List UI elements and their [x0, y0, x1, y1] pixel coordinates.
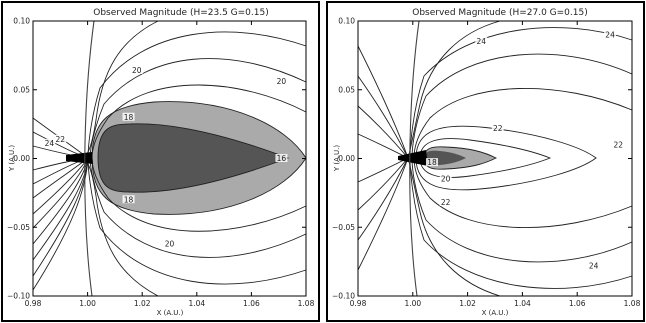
contour-label-bg	[130, 66, 143, 74]
y-tick-label: −0.10	[7, 292, 30, 301]
contour-label: 18	[124, 195, 134, 204]
contour-label: 24	[605, 30, 615, 39]
contour-lines	[357, 20, 633, 297]
y-axis-label: Y (A.U.)	[333, 145, 341, 172]
contour-label-bg	[612, 140, 625, 149]
contour-label-bg	[439, 174, 452, 183]
earth-boundary-curve	[409, 20, 420, 297]
contour-label: 22	[56, 135, 66, 144]
contour-label: 20	[165, 239, 175, 248]
contour-label-bg	[491, 123, 504, 132]
contour-label-bg	[43, 138, 56, 147]
x-axis-label: X (A.U.)	[482, 309, 509, 317]
contour-label-bg	[275, 154, 288, 162]
shaded-region-dark	[98, 123, 288, 193]
axis-ticks: 0.98 1.00 1.02 1.04 1.06 1.08 0.10 0.05 0.00 −0.0…	[332, 17, 641, 309]
axis-ticks: 0.98 1.00 1.02 1.04 1.06 1.08 0.10 0.05 0.00 −0.0…	[7, 17, 315, 309]
contour-label-bg	[475, 37, 488, 46]
contour-label: 20	[441, 175, 451, 184]
y-axis-label: Y (A.U.)	[8, 145, 16, 172]
contour-label: 18	[427, 158, 437, 167]
contour-label-bg	[587, 261, 600, 270]
y-tick-label: 0.10	[338, 17, 355, 26]
x-tick-label: 1.04	[188, 299, 205, 308]
contour-label-bg	[122, 112, 135, 121]
contour-label: 24	[477, 37, 487, 46]
panel-frame	[1, 1, 320, 322]
contour-label-bg	[604, 30, 617, 39]
x-tick-label: 1.02	[459, 299, 476, 308]
x-tick-label: 1.04	[514, 299, 531, 308]
x-axis-label: X (A.U.)	[157, 309, 184, 317]
black-center-wedge	[398, 150, 428, 166]
contour-label: 22	[614, 140, 624, 149]
contour-label-bg	[163, 239, 176, 248]
contour-label-bg	[54, 134, 67, 143]
contour-labels: 24 24 22 22 20 22 24 18	[425, 30, 625, 270]
contour-label-bg	[425, 158, 438, 167]
contour-label-bg	[275, 77, 288, 85]
contour-label: 24	[589, 261, 599, 270]
y-tick-label: 0.10	[13, 17, 30, 26]
contour-label: 16	[277, 154, 287, 163]
y-tick-label: −0.10	[332, 292, 355, 301]
plot-title: Observed Magnitude (H=27.0 G=0.15)	[412, 8, 588, 18]
contour-label: 18	[124, 113, 134, 122]
x-tick-label: 1.06	[569, 299, 586, 308]
plot-title: Observed Magnitude (H=23.5 G=0.15)	[93, 8, 269, 18]
y-tick-label: 0.05	[338, 85, 355, 94]
y-tick-label: 0.00	[338, 154, 355, 163]
y-tick-label: 0.00	[13, 154, 30, 163]
contour-label: 20	[132, 66, 142, 75]
contour-label: 22	[493, 124, 503, 133]
contour-label-bg	[439, 198, 452, 206]
black-center-wedge	[66, 152, 93, 164]
x-tick-label: 1.00	[79, 299, 96, 308]
panel-frame	[326, 1, 645, 322]
x-tick-label: 1.02	[134, 299, 151, 308]
contour-label-bg	[122, 195, 135, 204]
y-tick-label: −0.05	[332, 223, 355, 232]
x-tick-label: 0.98	[350, 299, 367, 308]
x-tick-label: 1.00	[404, 299, 421, 308]
x-tick-label: 1.08	[624, 299, 641, 308]
x-tick-label: 0.98	[25, 299, 42, 308]
contour-plot-left: Observed Magnitude (H=23.5 G=0.15)	[1, 1, 320, 322]
earth-boundary-curve	[84, 20, 95, 297]
contour-label: 24	[45, 139, 55, 148]
y-tick-label: −0.05	[7, 223, 30, 232]
y-tick-label: 0.05	[13, 85, 30, 94]
contour-label: 20	[277, 77, 287, 86]
contour-label: 22	[441, 198, 451, 207]
contour-plot-right: Observed Magnitude (H=27.0 G=0.15)	[326, 1, 645, 322]
x-tick-label: 1.06	[243, 299, 260, 308]
x-tick-label: 1.08	[298, 299, 315, 308]
